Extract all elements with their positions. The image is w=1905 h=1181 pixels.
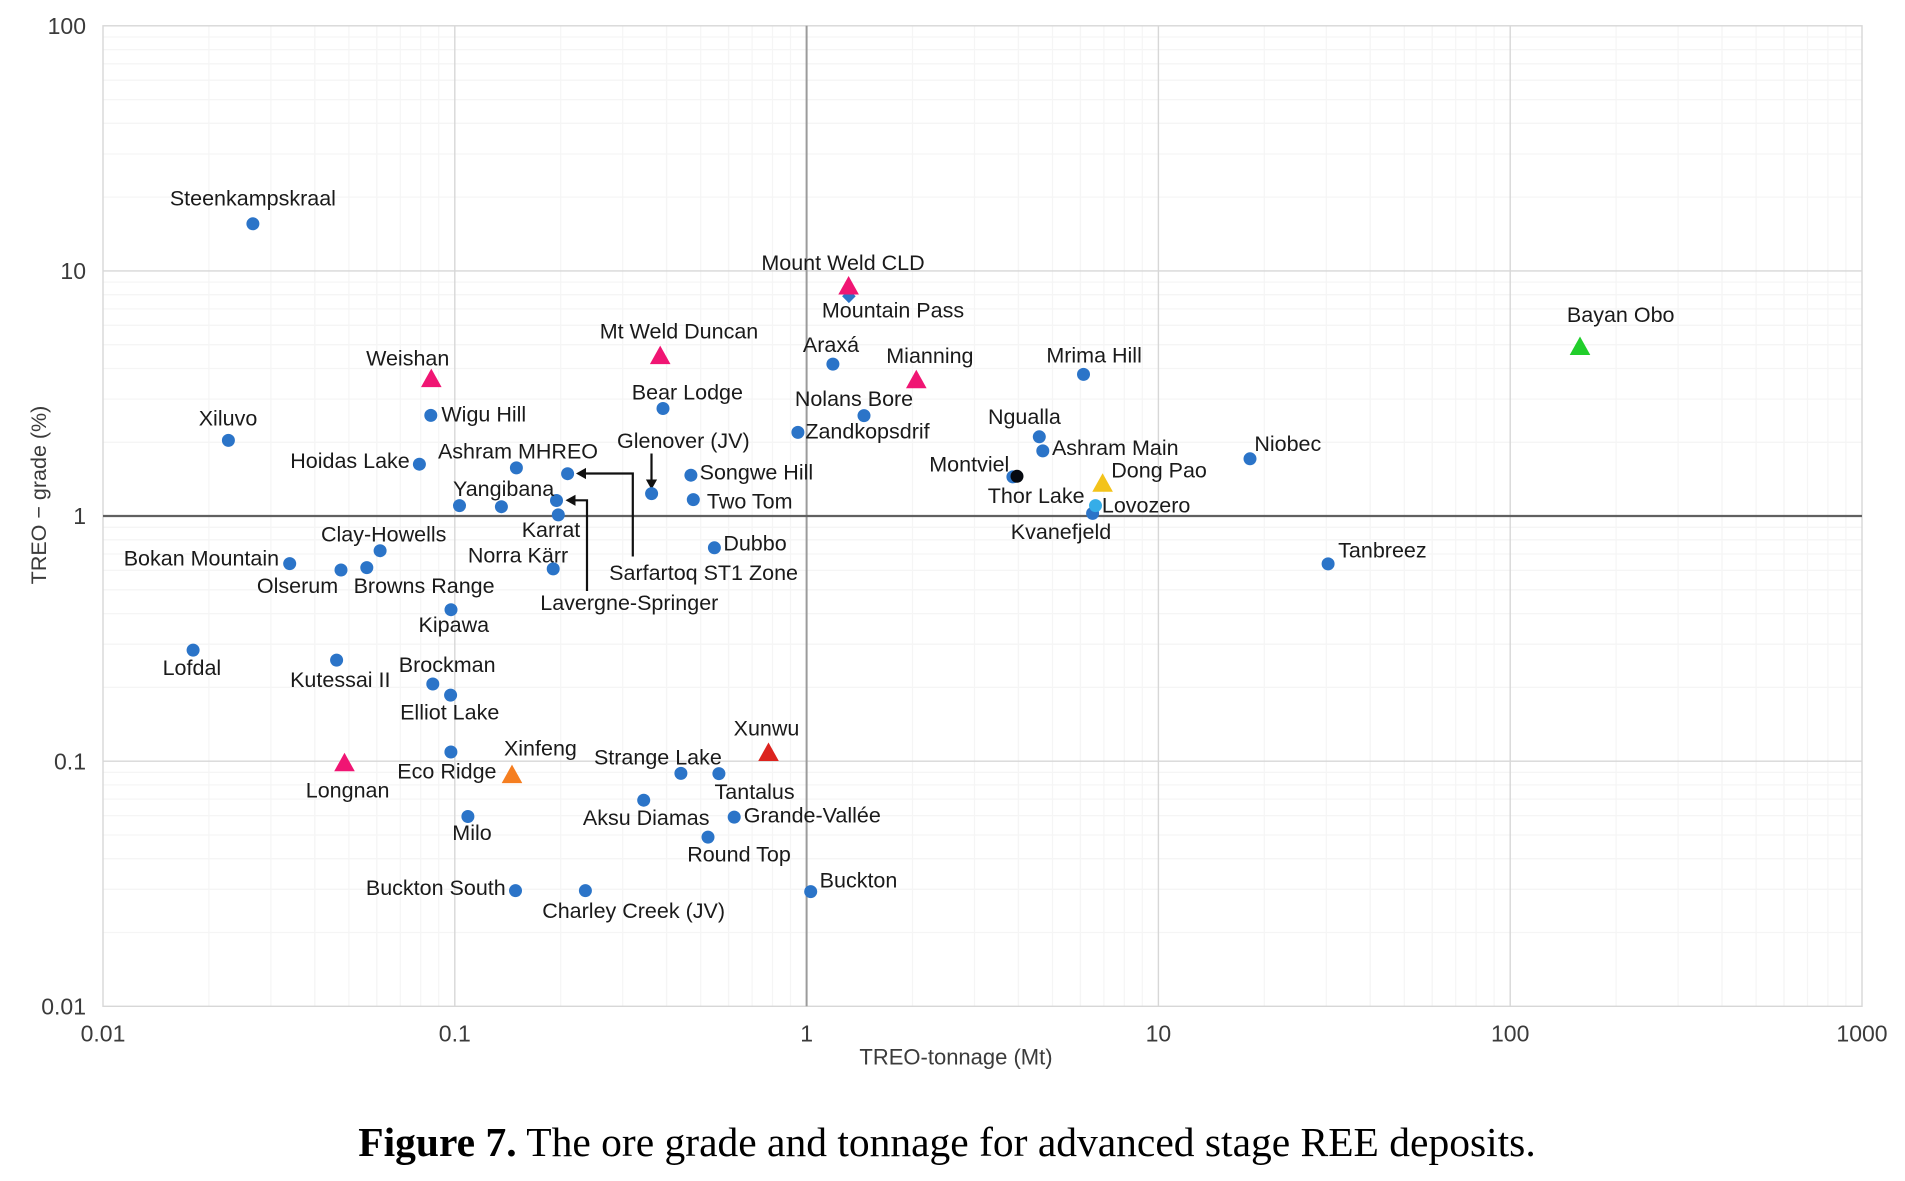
svg-text:Browns Range: Browns Range [354, 574, 495, 598]
svg-text:Weishan: Weishan [366, 347, 449, 371]
svg-text:Nolans Bore: Nolans Bore [795, 387, 913, 411]
svg-text:Wigu Hill: Wigu Hill [441, 403, 526, 427]
svg-text:TREO-tonnage (Mt): TREO-tonnage (Mt) [859, 1045, 1052, 1070]
svg-text:Niobec: Niobec [1254, 432, 1321, 456]
svg-text:Norra Kärr: Norra Kärr [468, 543, 568, 567]
svg-text:Charley Creek (JV): Charley Creek (JV) [542, 899, 725, 923]
svg-text:Tantalus: Tantalus [715, 780, 795, 804]
svg-text:Songwe Hill: Songwe Hill [700, 460, 814, 484]
svg-text:Two Tom: Two Tom [707, 490, 793, 514]
svg-text:0.01: 0.01 [41, 994, 86, 1020]
svg-text:Hoidas Lake: Hoidas Lake [290, 449, 410, 473]
svg-text:Eco Ridge: Eco Ridge [397, 760, 496, 784]
svg-text:Ashram MHREO: Ashram MHREO [438, 440, 598, 464]
svg-text:Thor Lake: Thor Lake [988, 484, 1085, 508]
svg-text:Ngualla: Ngualla [988, 405, 1061, 429]
svg-text:Xinfeng: Xinfeng [504, 737, 577, 761]
svg-text:Longnan: Longnan [306, 779, 390, 803]
svg-text:Kipawa: Kipawa [419, 613, 490, 637]
svg-text:Lovozero: Lovozero [1102, 494, 1190, 518]
svg-text:Bokan Mountain: Bokan Mountain [124, 547, 279, 571]
svg-text:Bayan Obo: Bayan Obo [1567, 303, 1675, 327]
svg-text:10: 10 [60, 258, 86, 284]
svg-text:Grande-Vallée: Grande-Vallée [744, 804, 881, 828]
svg-text:TREO − grade (%): TREO − grade (%) [27, 406, 51, 585]
svg-text:100: 100 [1491, 1021, 1529, 1047]
svg-text:1000: 1000 [1836, 1021, 1887, 1047]
svg-text:0.01: 0.01 [81, 1021, 126, 1047]
svg-text:Brockman: Brockman [399, 653, 496, 677]
svg-text:Bear Lodge: Bear Lodge [632, 380, 743, 404]
svg-text:Dong Pao: Dong Pao [1111, 459, 1207, 483]
svg-text:Steenkampskraal: Steenkampskraal [170, 187, 336, 211]
svg-text:Mount Weld CLD: Mount Weld CLD [761, 251, 924, 275]
svg-text:Tanbreez: Tanbreez [1338, 539, 1426, 563]
svg-text:0.1: 0.1 [54, 748, 86, 774]
svg-text:Buckton South: Buckton South [366, 876, 506, 900]
svg-text:Lavergne-Springer: Lavergne-Springer [540, 591, 718, 615]
svg-text:Mountain Pass: Mountain Pass [822, 298, 964, 322]
svg-text:Kutessai II: Kutessai II [290, 668, 390, 692]
svg-text:0.1: 0.1 [439, 1021, 471, 1047]
svg-text:Xiluvo: Xiluvo [199, 407, 258, 431]
svg-text:1: 1 [800, 1021, 813, 1047]
svg-text:Mt Weld Duncan: Mt Weld Duncan [600, 320, 759, 344]
svg-text:Montviel: Montviel [929, 453, 1009, 477]
svg-text:Buckton: Buckton [820, 868, 898, 892]
svg-text:Zandkopsdrif: Zandkopsdrif [805, 420, 929, 444]
svg-text:Yangibana: Yangibana [453, 477, 554, 501]
svg-text:1: 1 [73, 503, 86, 529]
svg-text:Glenover (JV): Glenover (JV) [617, 429, 750, 453]
svg-text:Mianning: Mianning [886, 344, 973, 368]
svg-text:Kvanefjeld: Kvanefjeld [1011, 520, 1111, 544]
svg-text:Strange Lake: Strange Lake [594, 745, 722, 769]
svg-text:Clay-Howells: Clay-Howells [321, 523, 446, 547]
svg-text:10: 10 [1146, 1021, 1172, 1047]
svg-text:Sarfartoq ST1 Zone: Sarfartoq ST1 Zone [609, 561, 798, 585]
svg-text:Olserum: Olserum [257, 574, 338, 598]
svg-text:Lofdal: Lofdal [163, 656, 222, 680]
svg-text:Elliot Lake: Elliot Lake [400, 701, 499, 725]
svg-text:Araxá: Araxá [803, 333, 859, 357]
svg-text:Aksu Diamas: Aksu Diamas [583, 806, 710, 830]
svg-text:Figure 7. The ore grade and to: Figure 7. The ore grade and tonnage for … [358, 1119, 1535, 1165]
svg-text:Dubbo: Dubbo [723, 532, 786, 556]
svg-text:Milo: Milo [452, 821, 491, 845]
svg-text:Xunwu: Xunwu [734, 716, 800, 740]
svg-text:Ashram Main: Ashram Main [1052, 436, 1179, 460]
svg-text:100: 100 [48, 13, 86, 39]
svg-text:Karrat: Karrat [522, 518, 581, 542]
svg-text:Mrima Hill: Mrima Hill [1046, 344, 1142, 368]
svg-text:Round Top: Round Top [687, 843, 791, 867]
